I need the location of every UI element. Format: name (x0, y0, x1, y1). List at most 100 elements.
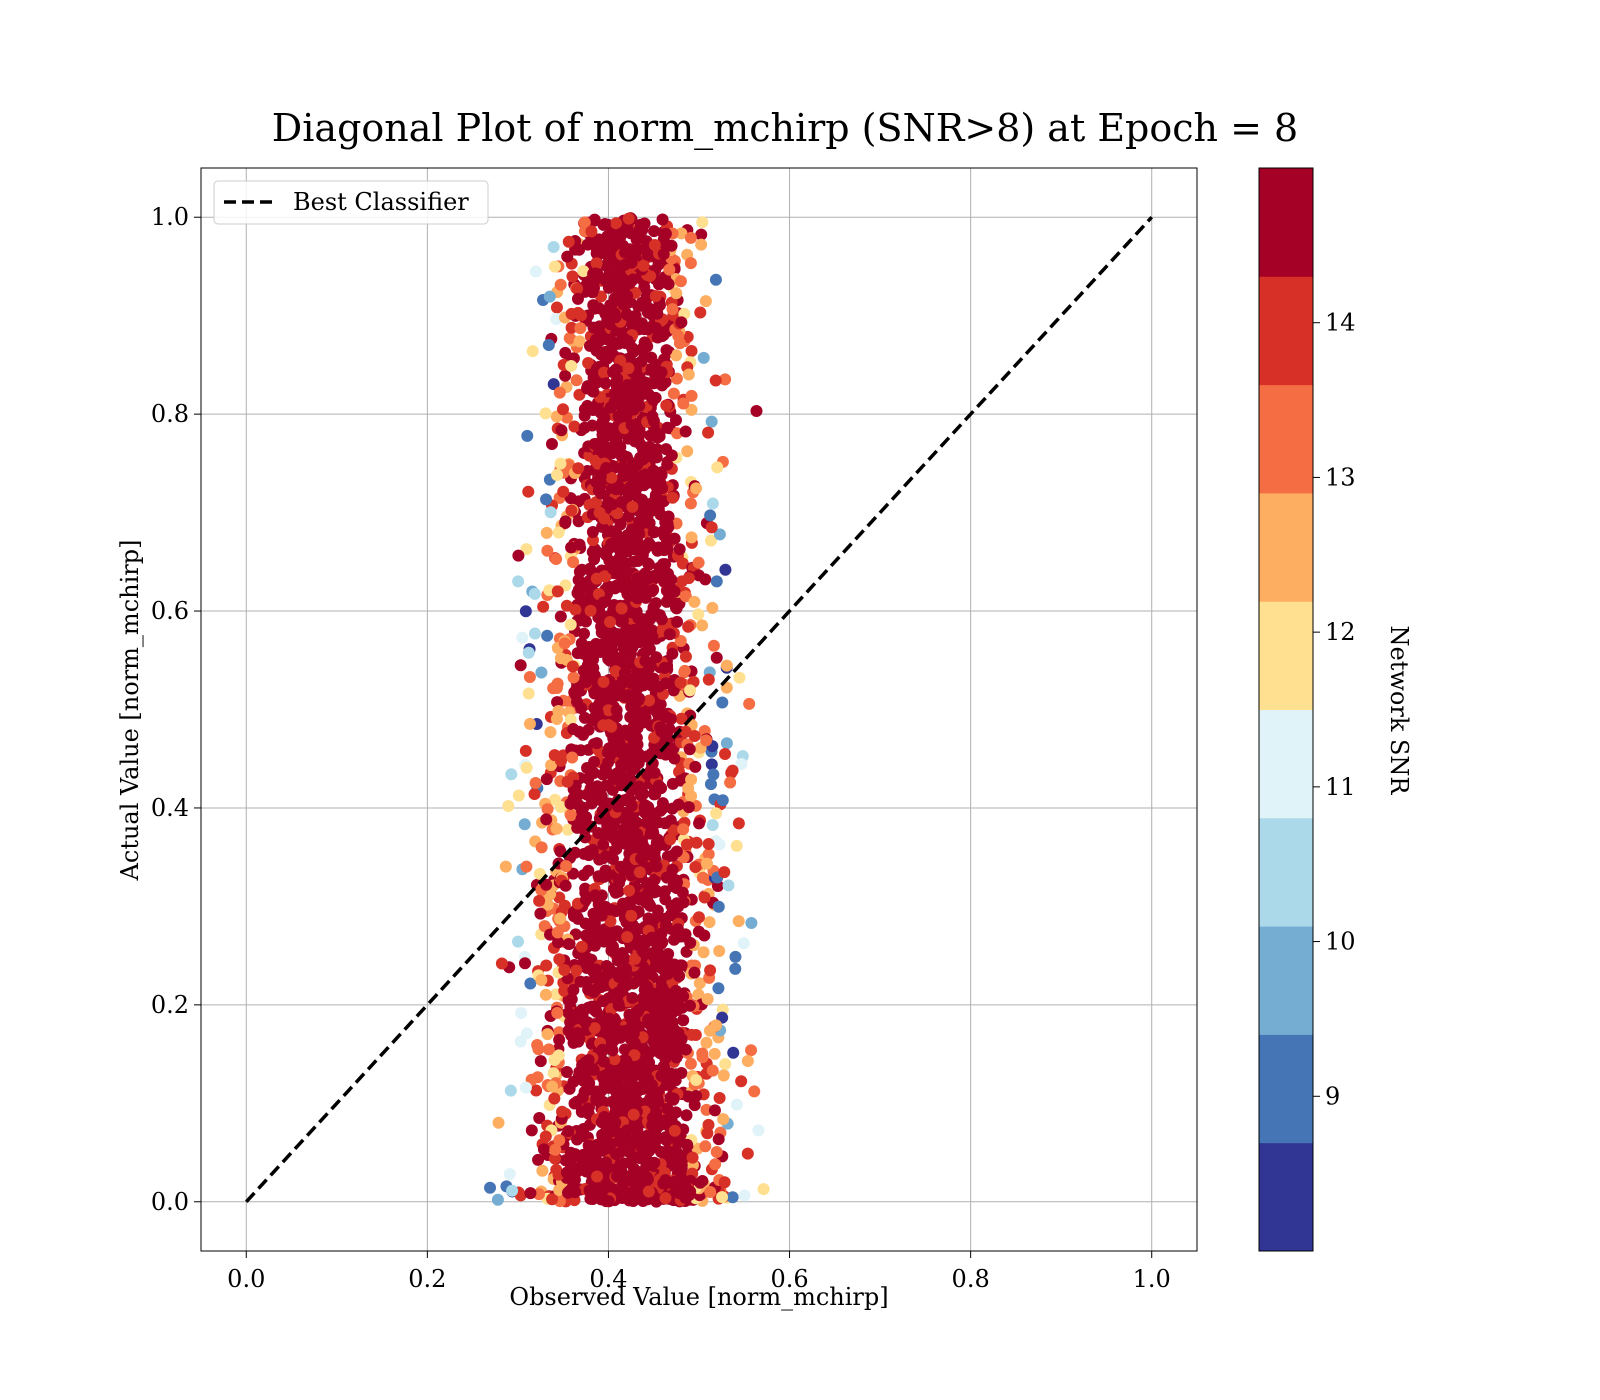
data-point (573, 335, 586, 348)
data-point (597, 838, 610, 851)
data-point (520, 860, 533, 873)
data-point (647, 464, 660, 477)
data-point (599, 274, 612, 287)
data-point (697, 351, 710, 364)
data-point (654, 938, 667, 951)
data-point (599, 377, 612, 390)
data-point (667, 1042, 680, 1055)
data-point (591, 686, 604, 699)
data-point (605, 1026, 618, 1039)
data-point (661, 458, 674, 471)
data-point (612, 652, 625, 665)
data-point (590, 931, 603, 944)
data-point (528, 788, 541, 801)
data-point (711, 461, 724, 474)
data-point (591, 706, 604, 719)
data-point (732, 915, 745, 928)
data-point (730, 839, 743, 852)
data-point (640, 816, 653, 829)
data-point (741, 1055, 754, 1068)
data-point (702, 1118, 715, 1131)
data-point (631, 710, 644, 723)
data-point (666, 777, 679, 790)
data-point (602, 1195, 615, 1208)
data-point (752, 1124, 765, 1137)
data-point (678, 664, 691, 677)
data-point (555, 424, 568, 437)
data-point (582, 1054, 595, 1067)
data-point (578, 627, 591, 640)
data-point (553, 1134, 566, 1147)
data-point (547, 1067, 560, 1080)
colorbar-tick-label: 11 (1325, 773, 1356, 801)
data-point (550, 822, 563, 835)
data-point (750, 405, 763, 418)
data-point (624, 639, 637, 652)
data-point (560, 599, 573, 612)
data-point (552, 704, 565, 717)
data-point (515, 1006, 528, 1019)
data-point (623, 884, 636, 897)
data-point (596, 1043, 609, 1056)
y-tick-label: 1.0 (151, 203, 189, 231)
data-point (579, 882, 592, 895)
data-point (625, 460, 638, 473)
data-point (647, 503, 660, 516)
data-point (586, 385, 599, 398)
data-point (592, 1086, 605, 1099)
data-point (650, 451, 663, 464)
data-point (716, 1191, 729, 1204)
data-point (554, 800, 567, 813)
data-point (564, 713, 577, 726)
data-point (529, 265, 542, 278)
data-point (620, 335, 633, 348)
data-point (684, 231, 697, 244)
data-point (547, 241, 560, 254)
data-point (675, 227, 688, 240)
data-point (670, 372, 683, 385)
data-point (726, 764, 739, 777)
y-axis-label: Actual Value [norm_mchirp] (116, 540, 144, 882)
data-point (588, 214, 601, 227)
data-point (611, 507, 624, 520)
data-point (696, 1051, 709, 1064)
data-point (730, 1098, 743, 1111)
data-point (536, 1164, 549, 1177)
data-point (708, 1104, 721, 1117)
data-point (593, 506, 606, 519)
data-point (597, 437, 610, 450)
data-point (563, 1082, 576, 1095)
data-point (524, 1187, 537, 1200)
data-point (664, 713, 677, 726)
data-point (692, 988, 705, 1001)
data-point (503, 1168, 516, 1181)
data-point (590, 786, 603, 799)
data-point (620, 1124, 633, 1137)
data-point (695, 238, 708, 251)
data-point (712, 982, 725, 995)
data-point (670, 1144, 683, 1157)
data-point (625, 1138, 638, 1151)
data-point (580, 951, 593, 964)
data-point (735, 1075, 748, 1088)
data-point (698, 891, 711, 904)
data-point (548, 1152, 561, 1165)
data-point (548, 1092, 561, 1105)
colorbar-segment (1259, 601, 1313, 710)
colorbar-frame (1258, 167, 1314, 1252)
data-point (722, 879, 735, 892)
data-point (693, 817, 706, 830)
data-point (559, 369, 572, 382)
data-point (571, 1026, 584, 1039)
data-point (729, 962, 742, 975)
data-point (660, 537, 673, 550)
data-point (625, 488, 638, 501)
data-point (620, 1055, 633, 1068)
data-point (684, 497, 697, 510)
data-point (641, 249, 654, 262)
data-point (548, 260, 561, 273)
data-point (568, 420, 581, 433)
colorbar-tick-label: 12 (1325, 618, 1356, 646)
data-point (553, 1033, 566, 1046)
data-point (597, 719, 610, 732)
